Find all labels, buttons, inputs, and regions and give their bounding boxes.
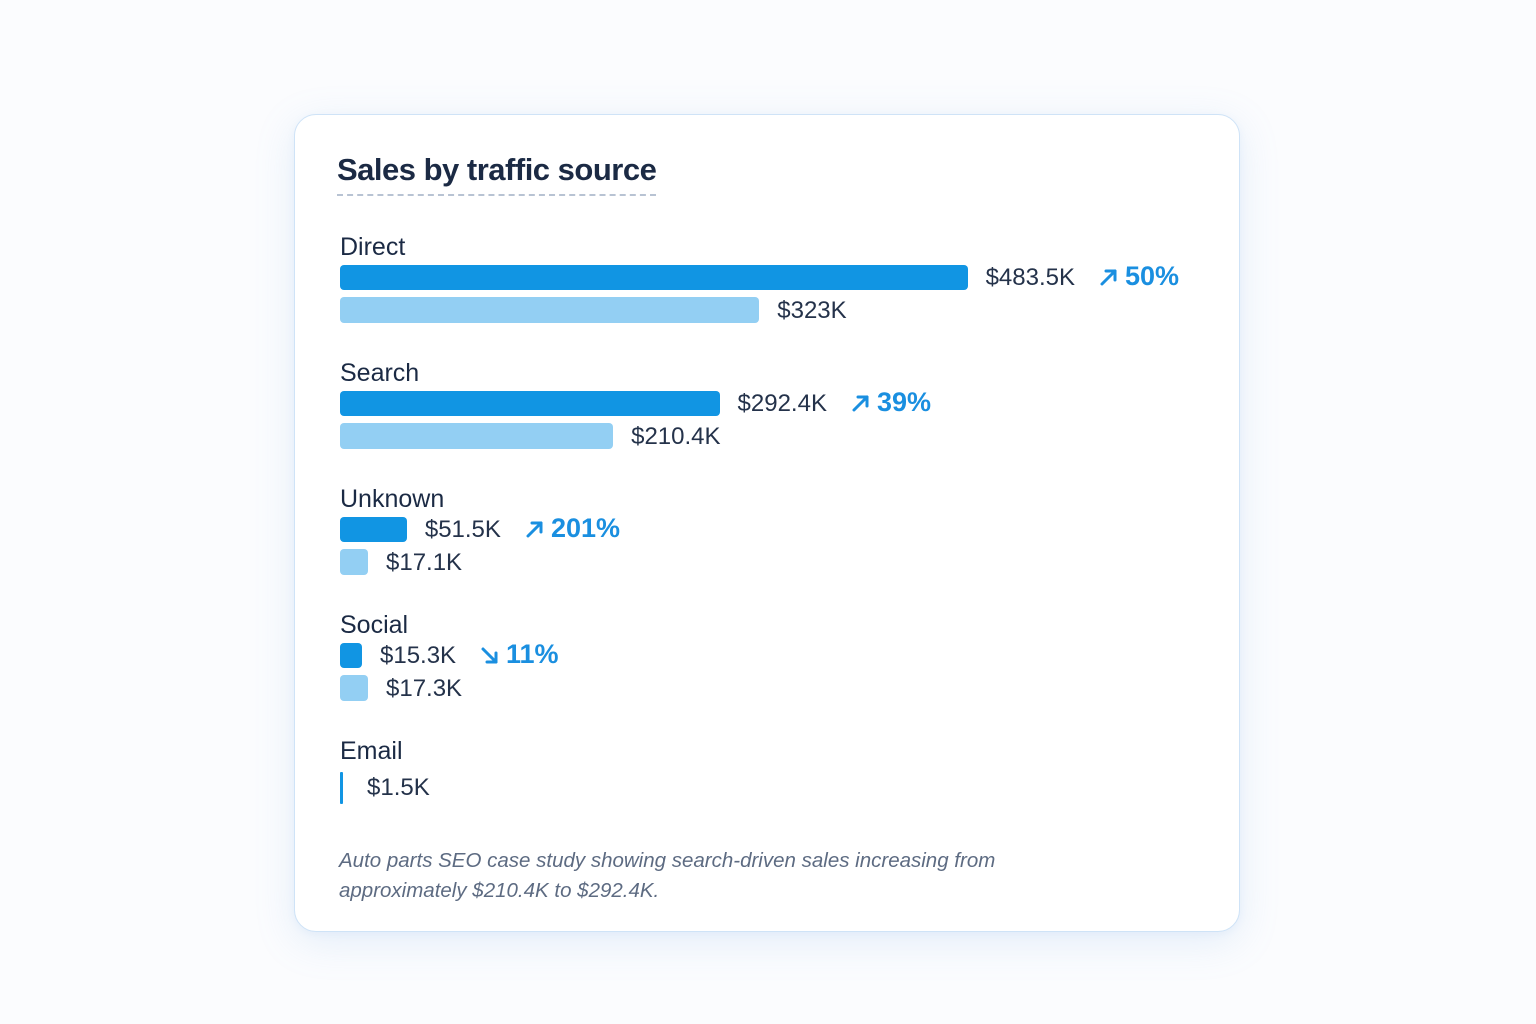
category-label-email: Email xyxy=(340,737,403,765)
value-previous-social: $17.3K xyxy=(386,675,463,702)
bar-current-search xyxy=(340,391,720,416)
category-label-search: Search xyxy=(340,359,420,387)
arrow-up-right-icon xyxy=(525,519,545,539)
value-previous-search: $210.4K xyxy=(631,423,721,450)
change-indicator-direct: 50% xyxy=(1099,263,1179,290)
value-previous-direct: $323K xyxy=(777,297,847,324)
change-indicator-search: 39% xyxy=(851,389,931,416)
chart-card: Sales by traffic source Direct $483.5K 50%… xyxy=(294,114,1240,932)
bar-previous-social xyxy=(340,675,368,701)
bar-current-direct xyxy=(340,265,968,290)
arrow-down-right-icon xyxy=(480,645,500,665)
bar-current-social xyxy=(340,643,362,668)
change-percent-search: 39% xyxy=(877,387,932,417)
bar-previous-unknown xyxy=(340,549,368,575)
bar-previous-search xyxy=(340,423,614,449)
category-label-direct: Direct xyxy=(340,233,406,261)
change-indicator-unknown: 201% xyxy=(525,515,620,542)
value-current-direct: $483.5K xyxy=(985,264,1075,291)
bar-current-email xyxy=(340,772,343,804)
change-percent-unknown: 201% xyxy=(551,513,621,543)
change-percent-social: 11% xyxy=(506,639,559,669)
chart-title: Sales by traffic source xyxy=(337,151,657,197)
value-current-unknown: $51.5K xyxy=(424,516,501,543)
chart-caption: Auto parts SEO case study showing search… xyxy=(339,849,996,902)
bar-current-unknown xyxy=(340,517,407,542)
arrow-up-right-icon xyxy=(1099,267,1119,287)
change-percent-direct: 50% xyxy=(1125,261,1180,291)
change-indicator-social: 11% xyxy=(480,641,559,668)
arrow-up-right-icon xyxy=(851,393,871,413)
category-label-social: Social xyxy=(340,611,409,639)
value-current-social: $15.3K xyxy=(380,642,457,669)
bar-previous-direct xyxy=(340,297,760,323)
value-current-search: $292.4K xyxy=(737,390,827,417)
value-current-email: $1.5K xyxy=(367,774,430,801)
value-previous-unknown: $17.1K xyxy=(386,549,463,576)
category-label-unknown: Unknown xyxy=(340,485,445,513)
